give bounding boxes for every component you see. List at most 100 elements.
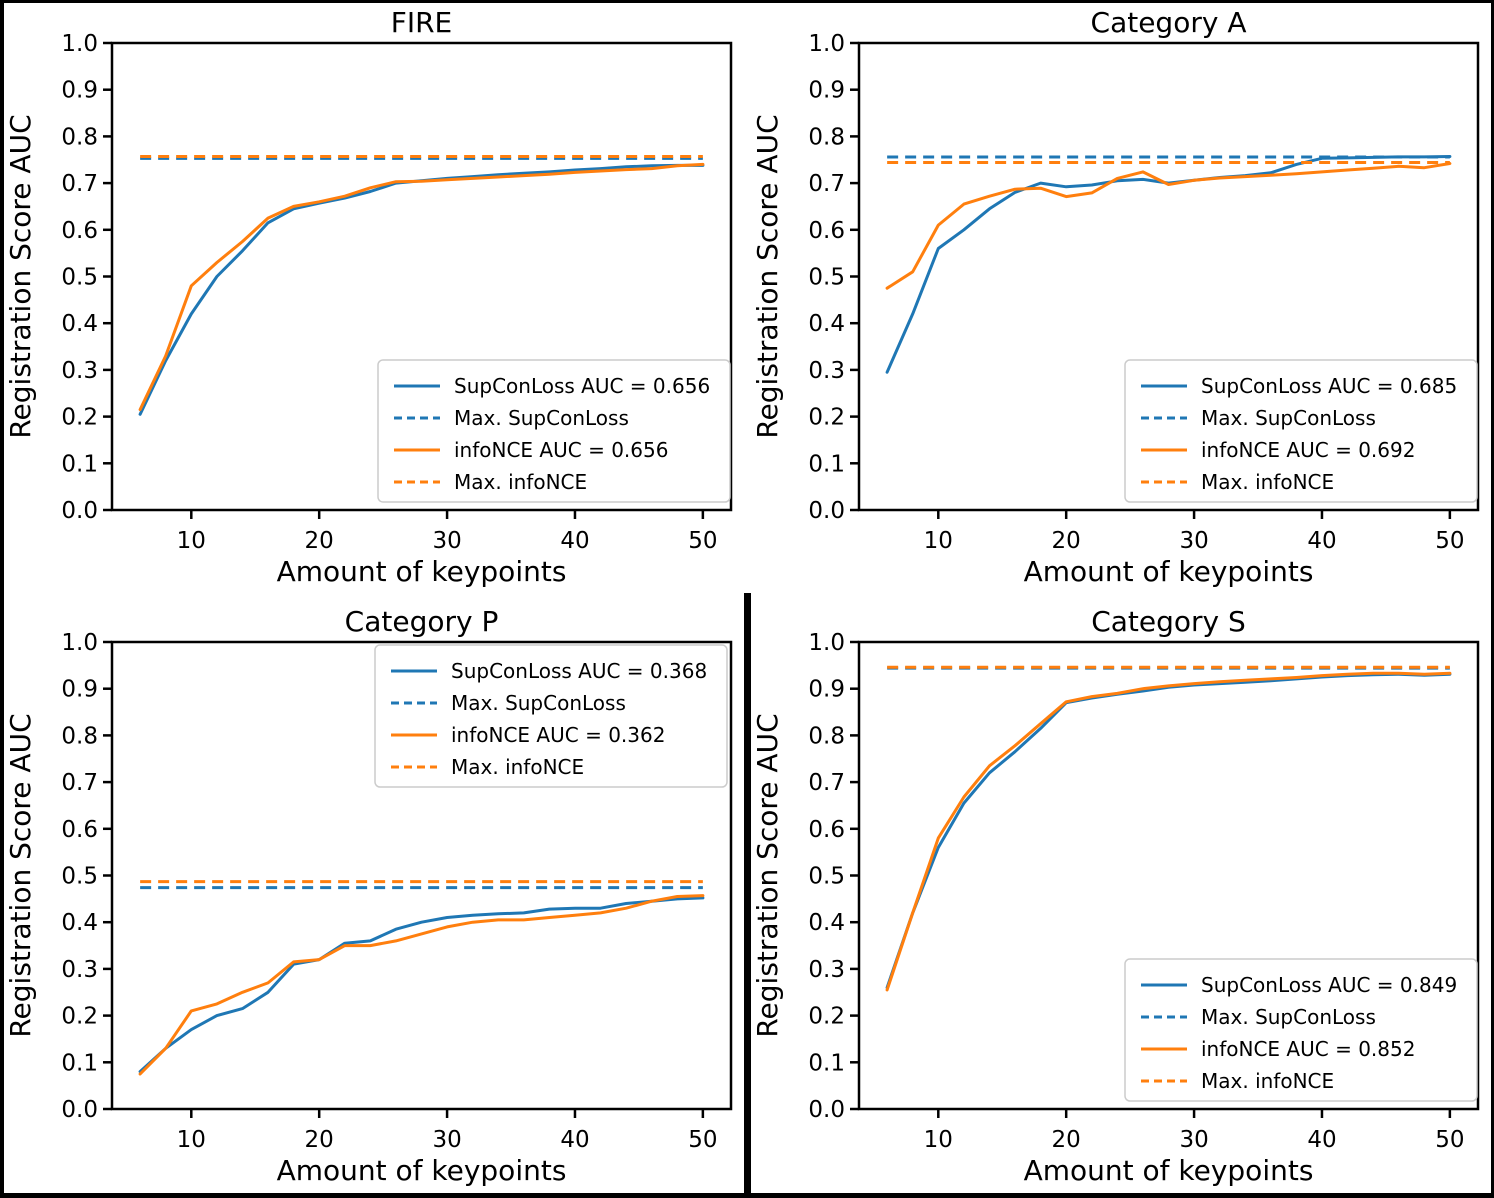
- y-axis-label: Registration Score AUC: [751, 713, 784, 1037]
- legend-label: infoNCE AUC = 0.692: [1201, 438, 1415, 462]
- series-line: [885, 672, 1452, 990]
- x-tick-label: 10: [177, 1127, 206, 1153]
- legend-label: Max. SupConLoss: [1201, 406, 1376, 430]
- y-tick-label: 0.1: [808, 451, 845, 477]
- series-line: [138, 896, 705, 1074]
- y-tick-label: 0.8: [808, 723, 845, 749]
- outer-border-left: [0, 0, 4, 1198]
- legend-box: [374, 644, 728, 788]
- chart-category-s: 10 20 30 40 50 0.0 0.1 0.2 0.3 0.4 0.5 0.6 0.7 0.8 0.9…: [751, 605, 1480, 1187]
- plot-title: Category A: [1091, 6, 1247, 39]
- x-tick-label: 30: [432, 1127, 461, 1153]
- y-tick-label: 0.0: [61, 1097, 98, 1123]
- y-tick-label: 0.7: [61, 171, 98, 197]
- y-tick-label: 0.4: [61, 311, 98, 337]
- x-tick-label: 30: [1179, 1127, 1208, 1153]
- subplot-category-p: 10 20 30 40 50 0.0 0.1 0.2 0.3 0.4 0.5 0.6 0.7 0.8 0.9…: [0, 599, 747, 1198]
- y-axis-label: Registration Score AUC: [751, 114, 784, 438]
- y-tick-label: 0.5: [61, 864, 98, 890]
- chart-category-a: 10 20 30 40 50 0.0 0.1 0.2 0.3 0.4 0.5 0.6 0.7 0.8 0.9…: [751, 6, 1480, 588]
- y-axis-label: Registration Score AUC: [4, 713, 37, 1037]
- subplot-category-s: 10 20 30 40 50 0.0 0.1 0.2 0.3 0.4 0.5 0.6 0.7 0.8 0.9…: [747, 599, 1494, 1198]
- legend-label: SupConLoss AUC = 0.685: [1201, 374, 1457, 398]
- legend-label: infoNCE AUC = 0.656: [454, 438, 668, 462]
- y-tick-label: 0.3: [61, 957, 98, 983]
- x-tick-label: 40: [560, 528, 589, 554]
- y-tick-label: 0.9: [61, 78, 98, 104]
- legend-label: SupConLoss AUC = 0.368: [451, 659, 707, 683]
- legend-box: [1124, 359, 1478, 503]
- y-tick-label: 0.2: [808, 405, 845, 431]
- y-tick-label: 0.3: [808, 358, 845, 384]
- legend-label: SupConLoss AUC = 0.656: [454, 374, 710, 398]
- y-tick-label: 0.8: [61, 723, 98, 749]
- y-tick-label: 0.6: [61, 218, 98, 244]
- y-tick-label: 0.2: [61, 405, 98, 431]
- x-tick-label: 10: [177, 528, 206, 554]
- y-tick-label: 0.8: [61, 124, 98, 150]
- plot-title: Category S: [1091, 605, 1246, 638]
- x-tick-label: 10: [924, 528, 953, 554]
- y-tick-label: 0.9: [808, 78, 845, 104]
- y-tick-label: 0.4: [808, 910, 845, 936]
- y-tick-label: 0.0: [808, 498, 845, 524]
- y-tick-label: 0.6: [61, 817, 98, 843]
- legend-label: Max. infoNCE: [1201, 470, 1334, 494]
- series-line: [885, 162, 1452, 290]
- y-tick-label: 0.7: [61, 770, 98, 796]
- y-tick-label: 0.5: [61, 265, 98, 291]
- y-tick-label: 0.4: [808, 311, 845, 337]
- chart-fire: 10 20 30 40 50 0.0 0.1 0.2 0.3 0.4 0.5 0.6 0.7 0.8 0.9…: [4, 6, 733, 588]
- x-tick-label: 50: [1435, 1127, 1464, 1153]
- x-tick-label: 50: [1435, 528, 1464, 554]
- legend-label: Max. infoNCE: [1201, 1069, 1334, 1093]
- x-tick-label: 20: [1052, 1127, 1081, 1153]
- y-tick-label: 1.0: [61, 31, 98, 57]
- x-tick-label: 20: [305, 528, 334, 554]
- x-tick-label: 40: [560, 1127, 589, 1153]
- plot-title: FIRE: [391, 6, 453, 39]
- y-tick-label: 0.3: [61, 358, 98, 384]
- x-tick-label: 40: [1307, 528, 1336, 554]
- plot-title: Category P: [345, 605, 499, 638]
- y-tick-label: 0.0: [808, 1097, 845, 1123]
- y-tick-label: 0.9: [808, 677, 845, 703]
- x-tick-label: 30: [1179, 528, 1208, 554]
- x-tick-label: 50: [688, 528, 717, 554]
- y-tick-label: 0.1: [61, 1050, 98, 1076]
- y-tick-label: 0.5: [808, 265, 845, 291]
- chart-category-p: 10 20 30 40 50 0.0 0.1 0.2 0.3 0.4 0.5 0.6 0.7 0.8 0.9…: [4, 605, 733, 1187]
- y-tick-label: 0.6: [808, 817, 845, 843]
- y-tick-label: 0.5: [808, 864, 845, 890]
- series-line: [138, 162, 705, 412]
- x-tick-label: 50: [688, 1127, 717, 1153]
- x-axis-label: Amount of keypoints: [277, 555, 567, 588]
- x-tick-label: 10: [924, 1127, 953, 1153]
- y-tick-label: 0.3: [808, 957, 845, 983]
- series-line: [138, 894, 705, 1076]
- subplot-fire: 10 20 30 40 50 0.0 0.1 0.2 0.3 0.4 0.5 0.6 0.7 0.8 0.9…: [0, 0, 747, 599]
- y-tick-label: 0.4: [61, 910, 98, 936]
- y-tick-label: 0.7: [808, 171, 845, 197]
- y-tick-label: 0.6: [808, 218, 845, 244]
- outer-border-top: [0, 0, 1494, 3]
- legend-label: Max. SupConLoss: [454, 406, 629, 430]
- y-tick-label: 0.0: [61, 498, 98, 524]
- x-tick-label: 20: [305, 1127, 334, 1153]
- legend-label: Max. infoNCE: [451, 755, 584, 779]
- y-axis-label: Registration Score AUC: [4, 114, 37, 438]
- legend-box: [377, 359, 731, 503]
- subplot-category-a: 10 20 30 40 50 0.0 0.1 0.2 0.3 0.4 0.5 0.6 0.7 0.8 0.9…: [747, 0, 1494, 599]
- legend-label: Max. SupConLoss: [451, 691, 626, 715]
- legend-box: [1124, 958, 1478, 1102]
- x-tick-label: 30: [432, 528, 461, 554]
- y-tick-label: 1.0: [808, 31, 845, 57]
- y-tick-label: 1.0: [61, 630, 98, 656]
- quadrant-divider: [744, 593, 751, 1198]
- legend-label: Max. infoNCE: [454, 470, 587, 494]
- x-axis-label: Amount of keypoints: [1024, 555, 1314, 588]
- legend-label: Max. SupConLoss: [1201, 1005, 1376, 1029]
- y-tick-label: 0.1: [61, 451, 98, 477]
- legend-label: infoNCE AUC = 0.852: [1201, 1037, 1415, 1061]
